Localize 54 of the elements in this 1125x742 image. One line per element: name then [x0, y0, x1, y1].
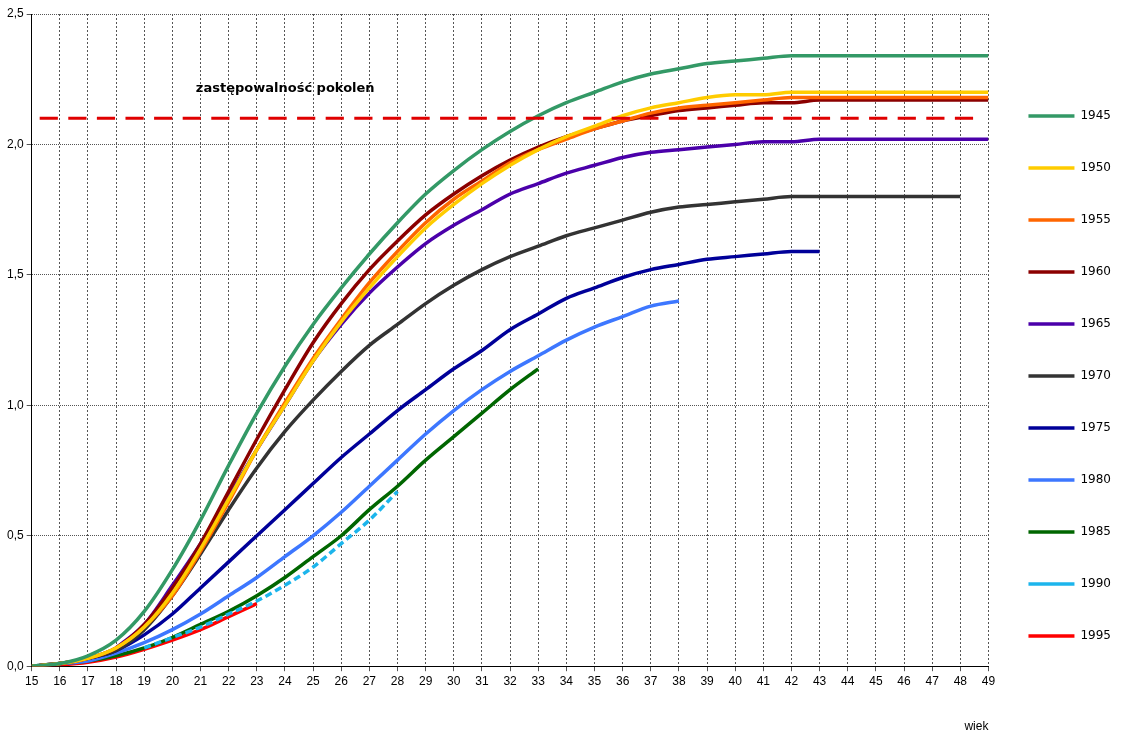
x-tick-label: 26	[334, 673, 349, 688]
y-tick-label: 0,5	[6, 528, 24, 543]
x-tick-label: 18	[109, 673, 124, 688]
x-tick-label: 37	[644, 673, 658, 688]
x-tick-label: 35	[587, 673, 602, 688]
x-tick-label: 47	[925, 673, 940, 688]
x-tick-label: 22	[221, 673, 236, 688]
legend-label: 1950	[1080, 160, 1112, 175]
x-tick-label: 36	[615, 673, 630, 688]
x-tick-label: 17	[81, 673, 95, 688]
x-tick-label: 34	[559, 673, 574, 688]
x-tick-label: 20	[165, 673, 180, 688]
legend-label: 1945	[1080, 108, 1112, 123]
x-tick-label: 24	[278, 673, 292, 688]
x-tick-label: 41	[756, 673, 771, 688]
x-tick-label: 15	[25, 673, 39, 688]
x-tick-label: 28	[390, 673, 405, 688]
x-tick-label: 40	[728, 673, 743, 688]
x-tick-label: 44	[841, 673, 855, 688]
x-tick-label: 25	[306, 673, 321, 688]
x-tick-label: 42	[784, 673, 799, 688]
legend-label: 1960	[1080, 264, 1112, 279]
x-tick-label: 46	[897, 673, 912, 688]
x-tick-label: 45	[869, 673, 883, 688]
x-tick-label: 39	[700, 673, 715, 688]
x-tick-label: 23	[250, 673, 264, 688]
legend-label: 1955	[1080, 212, 1112, 227]
legend-label: 1990	[1080, 576, 1112, 591]
x-tick-label: 30	[447, 673, 461, 688]
legend-label: 1995	[1080, 628, 1112, 643]
y-tick-label: 1,5	[6, 267, 24, 282]
y-tick-label: 2,5	[6, 6, 24, 21]
x-tick-label: 43	[812, 673, 827, 688]
x-tick-label: 27	[362, 673, 377, 688]
y-tick-label: 1,0	[6, 397, 24, 412]
x-tick-label: 33	[531, 673, 546, 688]
legend-label: 1975	[1080, 420, 1112, 435]
x-tick-label: 49	[981, 673, 996, 688]
y-tick-label: 2,0	[6, 136, 24, 151]
x-tick-label: 31	[475, 673, 489, 688]
x-tick-label: 38	[672, 673, 686, 688]
ref-line-label: zastępowalność pokoleń	[195, 79, 375, 95]
x-axis-title: wiek	[963, 719, 990, 734]
x-tick-label: 16	[53, 673, 67, 688]
x-tick-label: 48	[953, 673, 968, 688]
legend-label: 1970	[1080, 368, 1112, 383]
y-tick-label: 0,0	[6, 658, 24, 673]
legend-label: 1985	[1080, 524, 1112, 539]
legend-label: 1980	[1080, 472, 1112, 487]
x-tick-label: 21	[193, 673, 208, 688]
legend-label: 1965	[1080, 316, 1112, 331]
x-tick-label: 19	[137, 673, 152, 688]
x-tick-label: 29	[418, 673, 433, 688]
x-tick-label: 32	[503, 673, 518, 688]
